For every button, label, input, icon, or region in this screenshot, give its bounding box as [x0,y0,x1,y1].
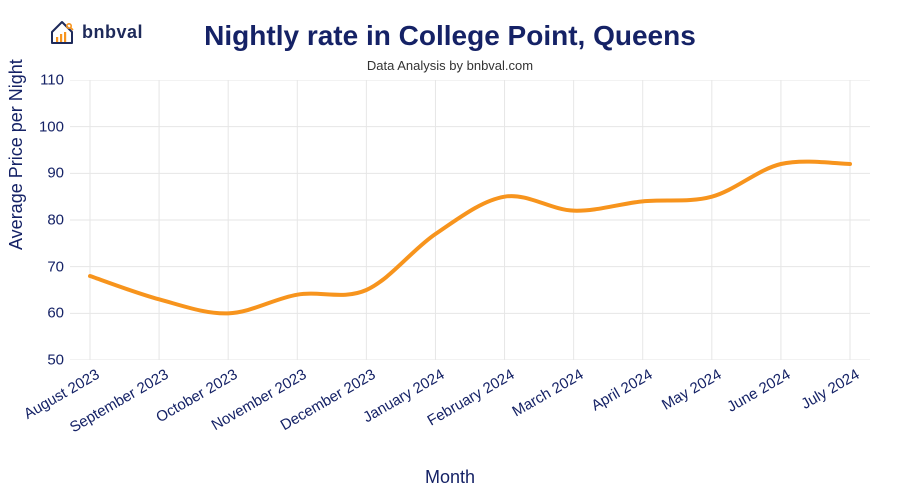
chart-subtitle: Data Analysis by bnbval.com [0,58,900,73]
chart-container: bnbval Nightly rate in College Point, Qu… [0,0,900,500]
x-tick: April 2024 [525,366,655,451]
x-tick: December 2023 [249,366,379,451]
y-tick: 60 [24,305,64,322]
y-tick: 50 [24,352,64,369]
x-tick: January 2024 [318,366,448,451]
x-tick: March 2024 [456,366,586,451]
y-tick: 90 [24,165,64,182]
x-tick: November 2023 [180,366,310,451]
x-tick: February 2024 [387,366,517,451]
chart-plot [70,80,870,360]
y-tick: 70 [24,258,64,275]
x-axis-label: Month [0,467,900,488]
y-tick: 80 [24,212,64,229]
x-tick: September 2023 [42,366,172,451]
x-tick: October 2023 [111,366,241,451]
y-tick: 100 [24,118,64,135]
x-tick: June 2024 [664,366,794,451]
x-tick: May 2024 [595,366,725,451]
chart-title: Nightly rate in College Point, Queens [0,20,900,52]
x-tick: July 2024 [733,366,863,451]
y-tick: 110 [24,72,64,89]
